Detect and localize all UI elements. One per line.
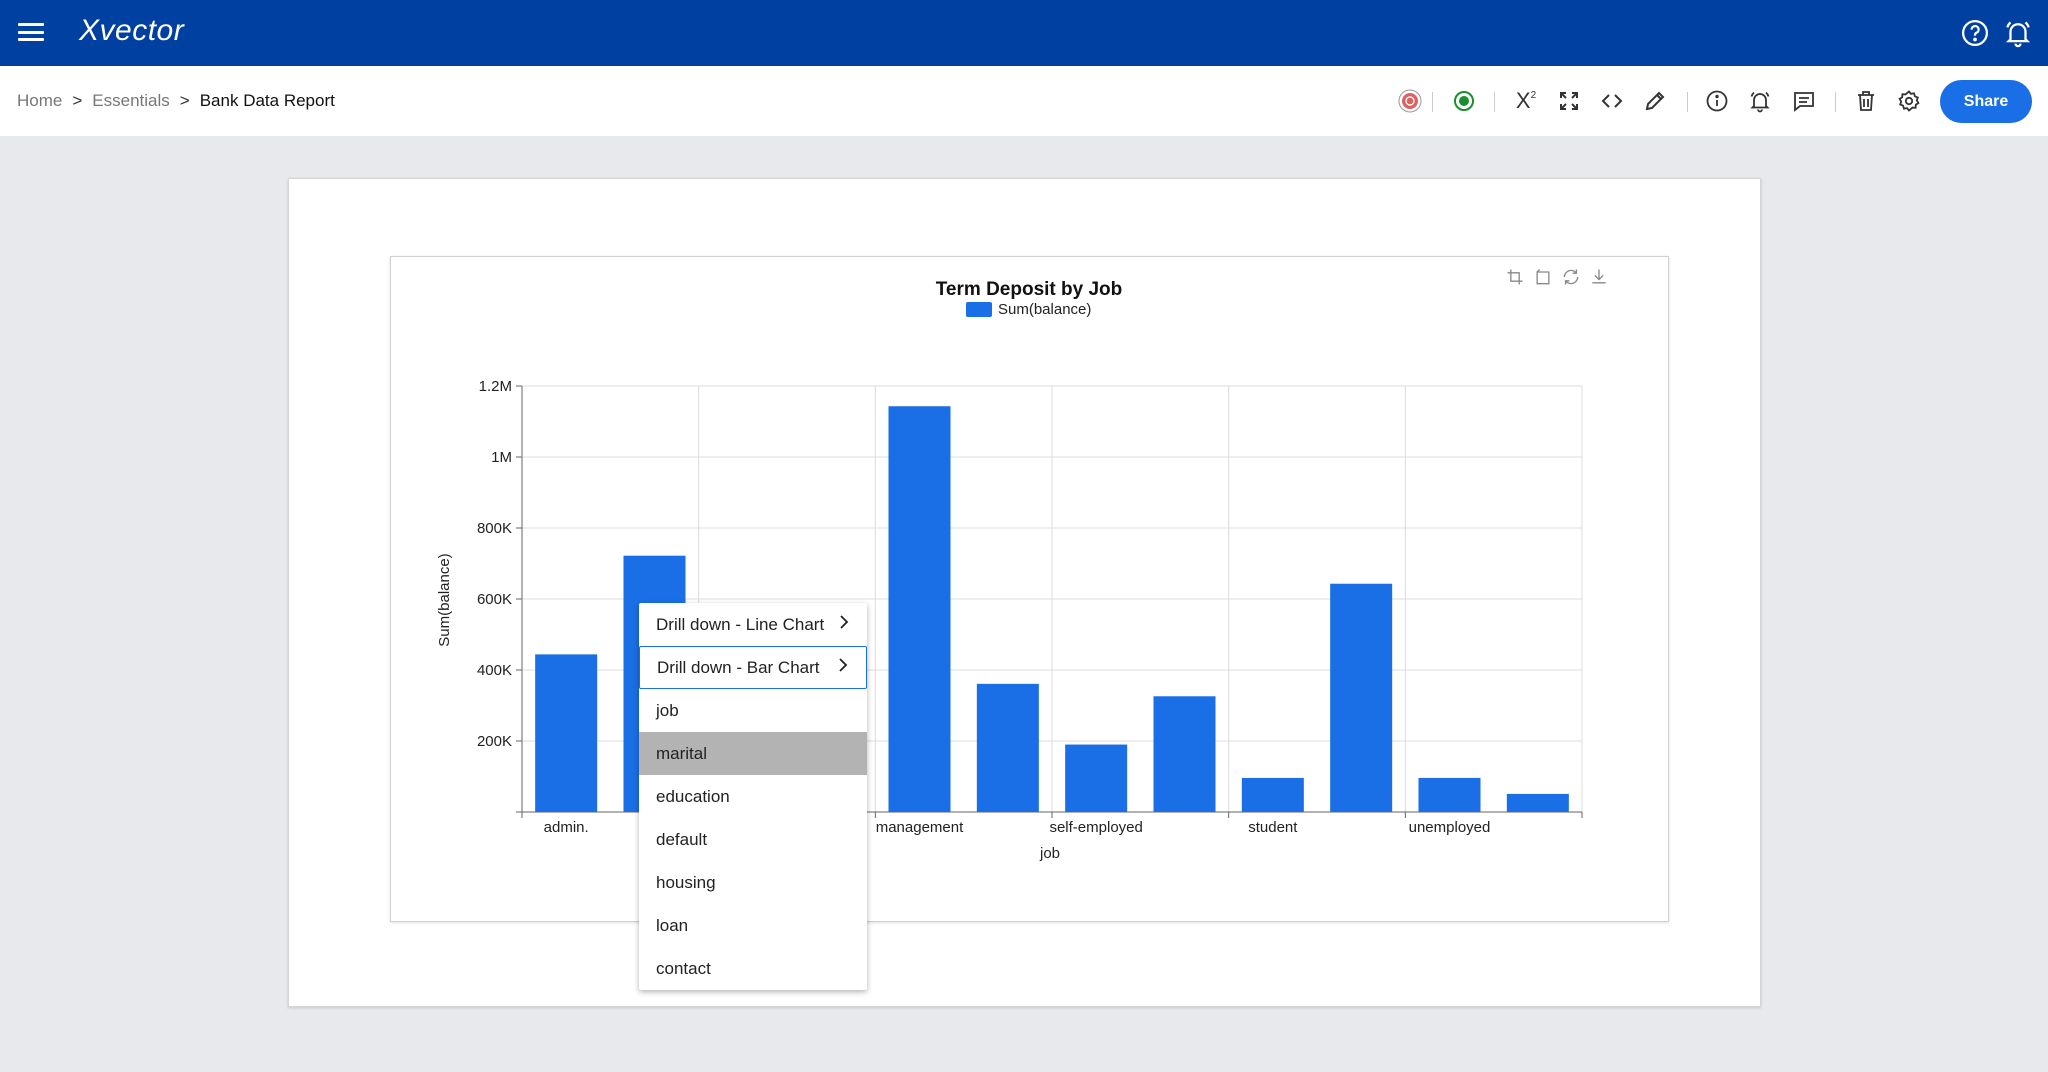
context-menu-item-loan[interactable]: loan [639,904,867,947]
context-menu-item-label: loan [656,915,689,935]
code-icon[interactable] [1598,87,1626,115]
context-menu-item-drill-down-bar-chart[interactable]: Drill down - Bar Chart [639,646,867,689]
x-tick-label: admin. [544,819,589,836]
y-axis-ticks: 200K 400K 600K 800K 1M 1.2M [477,378,512,750]
help-icon[interactable] [1960,18,1990,48]
x-tick-label: unemployed [1409,819,1491,836]
legend-label[interactable]: Sum(balance) [998,301,1091,318]
y-tick-label: 200K [477,733,512,750]
context-menu-item-housing[interactable]: housing [639,861,867,904]
x-tick-label: student [1248,819,1298,836]
toolbar-divider [1494,92,1495,112]
chart-bar-admin[interactable] [535,654,598,812]
context-menu-item-job[interactable]: job [639,689,867,732]
context-menu-item-education[interactable]: education [639,775,867,818]
breadcrumb-separator: > [72,91,83,110]
refresh-icon[interactable] [1561,267,1583,289]
crop-icon[interactable] [1505,267,1527,289]
context-menu: Drill down - Line Chart Drill down - Bar … [639,603,867,990]
settings-icon[interactable] [1895,87,1923,115]
context-menu-item-label: marital [656,743,708,763]
y-tick-label: 600K [477,591,512,608]
context-menu-item-label: default [656,829,708,849]
chart-bar-selfemployed[interactable] [1065,744,1128,812]
context-menu-item-contact[interactable]: contact [639,947,867,990]
menu-icon[interactable] [18,20,44,44]
legend-swatch[interactable] [966,302,992,317]
edit-icon[interactable] [1641,87,1669,115]
y-tick-label: 400K [477,662,512,679]
x-tick-label: management [876,819,964,836]
x-tick-label: self-employed [1049,819,1142,836]
toolbar-divider [1687,92,1688,112]
y-axis-label: Sum(balance) [436,553,453,646]
context-menu-item-label: education [656,786,730,806]
x-axis-label: job [1039,845,1060,862]
info-icon[interactable] [1703,87,1731,115]
bell-icon[interactable] [2003,18,2033,48]
breadcrumb-separator: > [179,91,190,110]
breadcrumb-essentials[interactable]: Essentials [92,91,170,110]
superscript-x-label: X [1515,88,1531,113]
top-app-bar: Xvector [0,0,2048,66]
reset-zoom-icon[interactable] [1533,267,1555,289]
chart-bar-technician[interactable] [1330,583,1393,812]
context-menu-item-label: Drill down - Line Chart [656,614,825,634]
chevron-right-icon [838,615,850,634]
context-menu-item-label: job [656,700,679,720]
avatar-badge-icon[interactable] [1396,87,1424,115]
fullscreen-icon[interactable] [1555,87,1583,115]
toolbar-divider [1432,92,1433,112]
y-tick-label: 800K [477,520,512,537]
y-tick-label: 1M [491,449,512,466]
chart-title: Term Deposit by Job [936,279,1123,300]
context-menu-item-drill-down-line-chart[interactable]: Drill down - Line Chart [639,603,867,646]
context-menu-item-label: Drill down - Bar Chart [657,657,820,677]
x-axis-ticks: admin. management self-employed student unem… [544,819,1491,836]
app-logo[interactable]: Xvector [79,14,185,47]
context-menu-item-default[interactable]: default [639,818,867,861]
comment-icon[interactable] [1790,87,1818,115]
context-menu-item-label: housing [656,872,716,892]
chart-bar-services[interactable] [1153,696,1216,812]
breadcrumb: Home > Essentials > Bank Data Report [17,91,335,111]
chart-bar-student[interactable] [1241,777,1304,812]
y-tick-label: 1.2M [479,378,512,395]
download-icon[interactable] [1589,267,1611,289]
breadcrumb-home[interactable]: Home [17,91,63,110]
delete-icon[interactable] [1852,87,1880,115]
breadcrumb-current: Bank Data Report [199,91,335,110]
chart-bar-unemployed[interactable] [1418,777,1481,812]
chevron-right-icon [837,658,849,677]
toolbar-divider [1835,92,1836,112]
alert-bell-icon[interactable] [1746,87,1774,115]
chart-bar-management[interactable] [888,406,951,812]
record-icon[interactable] [1450,87,1478,115]
chart-bar-retired[interactable] [976,683,1039,812]
chart-bar-unknown[interactable] [1506,793,1569,812]
context-menu-item-marital[interactable]: marital [639,732,867,775]
share-button[interactable]: Share [1940,80,2032,123]
context-menu-item-label: contact [656,958,711,978]
